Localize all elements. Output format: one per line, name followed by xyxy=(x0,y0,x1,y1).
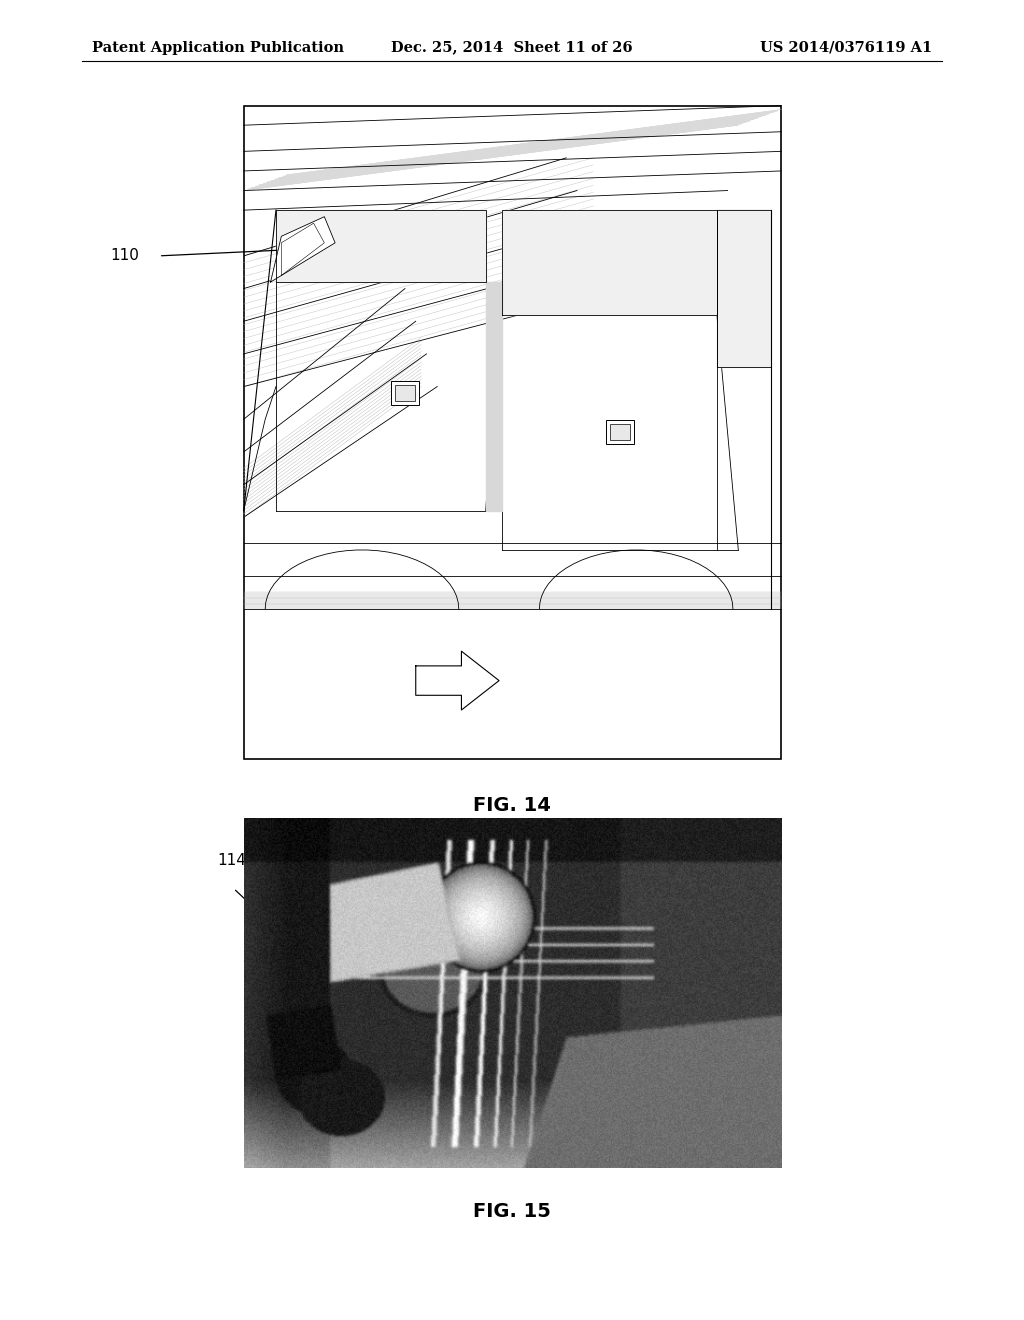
Text: Patent Application Publication: Patent Application Publication xyxy=(92,41,344,54)
Bar xyxy=(394,385,416,401)
Polygon shape xyxy=(275,210,485,282)
Text: FIG. 15: FIG. 15 xyxy=(473,1203,551,1221)
Polygon shape xyxy=(717,210,770,367)
Text: FIG. 14: FIG. 14 xyxy=(473,796,551,814)
Bar xyxy=(390,381,420,405)
Bar xyxy=(605,420,634,444)
Polygon shape xyxy=(502,210,717,314)
Polygon shape xyxy=(485,282,502,511)
Text: 110: 110 xyxy=(111,248,139,264)
Text: Dec. 25, 2014  Sheet 11 of 26: Dec. 25, 2014 Sheet 11 of 26 xyxy=(391,41,633,54)
Text: 114: 114 xyxy=(217,853,246,867)
Text: US 2014/0376119 A1: US 2014/0376119 A1 xyxy=(760,41,932,54)
Bar xyxy=(609,425,630,441)
Bar xyxy=(244,106,781,759)
Polygon shape xyxy=(270,216,335,282)
